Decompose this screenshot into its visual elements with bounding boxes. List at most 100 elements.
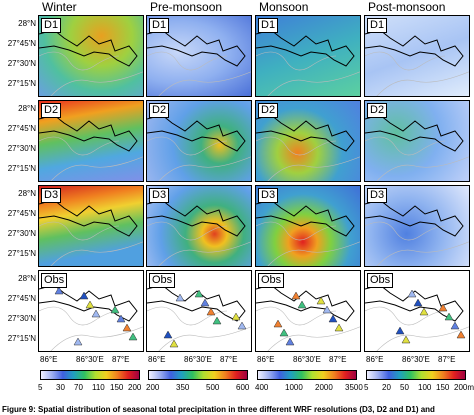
- map-panel: Obs: [146, 270, 252, 352]
- map-panel: D3: [38, 185, 144, 267]
- colorbar-label: 1000: [285, 383, 303, 392]
- row-label: D3: [367, 188, 388, 203]
- map-overlay: [147, 114, 251, 181]
- latitude-label: 27°30'N: [7, 144, 36, 153]
- colorbar-label: 400: [255, 383, 269, 392]
- longitude-label: 87°E: [112, 355, 130, 364]
- row-label: D1: [367, 18, 388, 33]
- colorbar-label: 200: [128, 383, 142, 392]
- colorbar-label: 2000: [315, 383, 333, 392]
- longitude-label: 87°E: [220, 355, 238, 364]
- map-panel: D1: [38, 15, 144, 97]
- colorbar-label: 600: [236, 383, 250, 392]
- colorbar-label: 350: [176, 383, 190, 392]
- map-overlay: [147, 284, 251, 351]
- row-label: D1: [258, 18, 279, 33]
- colorbar-label: 150: [110, 383, 124, 392]
- map-overlay: [39, 284, 143, 351]
- caption: Figure 9: Spatial distribution of season…: [2, 405, 435, 414]
- longitude-label: 87°E: [438, 355, 456, 364]
- latitude-label: 27°15'N: [7, 79, 36, 88]
- latitude-label: 27°45'N: [7, 294, 36, 303]
- map-panel: D2: [364, 100, 470, 182]
- column-title: Monsoon: [259, 0, 309, 14]
- longitude-label: 86°E: [148, 355, 166, 364]
- colorbar: [366, 370, 466, 380]
- column-title: Pre-monsoon: [150, 0, 223, 14]
- colorbar-label: 3500: [345, 383, 363, 392]
- colorbar-label: 50: [400, 383, 409, 392]
- map-overlay: [365, 199, 469, 266]
- latitude-label: 27°15'N: [7, 249, 36, 258]
- longitude-label: 86°E: [366, 355, 384, 364]
- map-overlay: [39, 114, 143, 181]
- colorbar-label: 20: [382, 383, 391, 392]
- map-overlay: [256, 29, 360, 96]
- row-label: D2: [149, 103, 170, 118]
- latitude-label: 28°N: [18, 19, 36, 28]
- row-label: D3: [258, 188, 279, 203]
- latitude-label: 27°30'N: [7, 59, 36, 68]
- colorbar-label: 5: [364, 383, 369, 392]
- row-label: Obs: [41, 273, 68, 288]
- map-panel: D2: [38, 100, 144, 182]
- latitude-label: 27°45'N: [7, 124, 36, 133]
- map-overlay: [147, 29, 251, 96]
- map-overlay: [39, 29, 143, 96]
- map-panel: D2: [146, 100, 252, 182]
- row-label: D2: [258, 103, 279, 118]
- map-overlay: [365, 29, 469, 96]
- latitude-label: 27°15'N: [7, 334, 36, 343]
- colorbar-label: 200mm: [454, 383, 474, 392]
- longitude-label: 86°30'E: [184, 355, 212, 364]
- colorbar-label: 5: [38, 383, 43, 392]
- row-label: Obs: [149, 273, 176, 288]
- longitude-label: 86°30'E: [76, 355, 104, 364]
- map-panel: D3: [255, 185, 361, 267]
- map-overlay: [147, 199, 251, 266]
- colorbar: [148, 370, 248, 380]
- row-label: Obs: [367, 273, 394, 288]
- map-overlay: [365, 114, 469, 181]
- map-panel: D3: [146, 185, 252, 267]
- latitude-label: 28°N: [18, 104, 36, 113]
- map-panel: D2: [255, 100, 361, 182]
- latitude-label: 28°N: [18, 274, 36, 283]
- map-panel: D1: [146, 15, 252, 97]
- latitude-label: 27°45'N: [7, 39, 36, 48]
- longitude-label: 87°E: [329, 355, 347, 364]
- latitude-label: 28°N: [18, 189, 36, 198]
- colorbar-label: 500: [206, 383, 220, 392]
- row-label: D2: [367, 103, 388, 118]
- longitude-label: 86°E: [40, 355, 58, 364]
- map-overlay: [256, 114, 360, 181]
- row-label: D1: [149, 18, 170, 33]
- map-panel: Obs: [38, 270, 144, 352]
- row-label: Obs: [258, 273, 285, 288]
- latitude-label: 27°45'N: [7, 209, 36, 218]
- colorbar-label: 110: [92, 383, 105, 392]
- longitude-label: 86°30'E: [402, 355, 430, 364]
- row-label: D1: [41, 18, 62, 33]
- latitude-label: 27°30'N: [7, 314, 36, 323]
- map-panel: D1: [255, 15, 361, 97]
- map-overlay: [39, 199, 143, 266]
- longitude-label: 86°E: [257, 355, 275, 364]
- map-panel: Obs: [364, 270, 470, 352]
- colorbar: [40, 370, 140, 380]
- colorbar: [257, 370, 357, 380]
- column-title: Post-monsoon: [368, 0, 446, 14]
- column-title: Winter: [42, 0, 77, 14]
- colorbar-label: 150: [436, 383, 450, 392]
- colorbar-label: 100: [418, 383, 432, 392]
- latitude-label: 27°30'N: [7, 229, 36, 238]
- longitude-label: 86°30'E: [293, 355, 321, 364]
- colorbar-label: 30: [56, 383, 65, 392]
- row-label: D3: [41, 188, 62, 203]
- map-panel: D3: [364, 185, 470, 267]
- latitude-label: 27°15'N: [7, 164, 36, 173]
- colorbar-label: 70: [74, 383, 83, 392]
- map-overlay: [256, 284, 360, 351]
- map-overlay: [256, 199, 360, 266]
